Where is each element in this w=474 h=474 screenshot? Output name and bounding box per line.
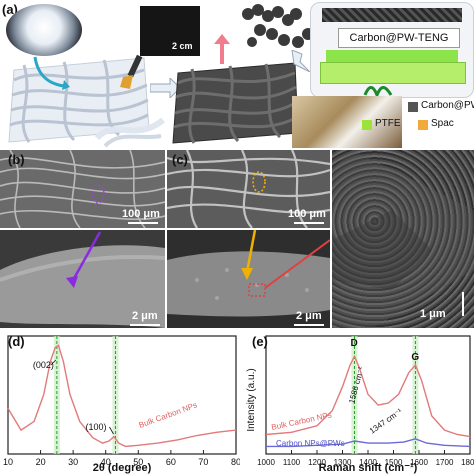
x-tick-label: 30	[68, 457, 78, 467]
scale-bar	[130, 324, 160, 326]
peak-pointer	[109, 426, 114, 435]
peak-letter: G	[411, 352, 419, 363]
peak-label: (100)	[85, 422, 106, 432]
raman-chart: 1000 1100 1200 1300 1400 1500 1600 1700 1800 Rama…	[246, 335, 474, 474]
series-label: Carbon NPs@PWs	[276, 439, 345, 448]
legend-label: Carbon@PW	[421, 100, 474, 111]
series-label: Bulk Carbon NPs	[138, 400, 199, 429]
fiber-strands	[95, 117, 165, 148]
scale-bar-label: 2 cm	[172, 41, 193, 51]
spring-icon	[363, 86, 393, 97]
sem-b-bottom	[0, 230, 165, 328]
x-tick-label: 1500	[385, 458, 403, 467]
scale-bar	[294, 324, 324, 326]
peak-band	[53, 336, 60, 454]
x-tick-label: 1800	[461, 458, 474, 467]
x-tick-label: 10	[3, 457, 13, 467]
x-tick-label: 1000	[257, 458, 275, 467]
sem-c-highmag	[332, 150, 474, 328]
sem-c-bottom	[167, 230, 330, 328]
teng-spacer	[326, 50, 458, 62]
arrow-icon	[150, 78, 180, 98]
x-axis-label: 2θ (degree)	[93, 462, 152, 474]
scale-bar-label: 1 μm	[420, 308, 446, 320]
arrow-icon	[214, 34, 230, 64]
legend-item: Spac	[418, 118, 474, 132]
scale-bar	[462, 292, 464, 316]
peak-label: (002)	[33, 360, 54, 370]
scale-bar-label: 100 μm	[288, 208, 326, 220]
x-tick-label: 80	[231, 457, 240, 467]
peak-pointer	[50, 359, 57, 366]
legend-swatch	[408, 102, 418, 112]
x-tick-label: 1300	[334, 458, 352, 467]
series-line	[265, 354, 471, 438]
x-tick-label: 70	[198, 457, 208, 467]
peak-band	[351, 336, 358, 454]
peak-annotation: 1586 cm⁻¹	[347, 366, 366, 405]
scale-bar-label: 2 μm	[132, 310, 158, 322]
x-tick-label: 40	[101, 457, 111, 467]
sem-c-top	[167, 150, 330, 228]
legend-label: Spac	[431, 118, 454, 129]
legend-item: Carbon@PW	[408, 100, 474, 114]
x-tick-label: 20	[36, 457, 46, 467]
series-label: Bulk Carbon NPs	[271, 410, 333, 432]
scale-bar-label: 2 μm	[296, 310, 322, 322]
peak-band	[112, 336, 119, 454]
peak-band	[412, 336, 419, 454]
legend-label: PTFE	[375, 118, 401, 129]
arrow-icon	[291, 50, 310, 72]
series-line	[7, 344, 237, 448]
teng-bottom-layer	[320, 62, 466, 84]
y-axis-label: Intensity (a.u.)	[246, 368, 257, 431]
panel-c-label: (c)	[172, 152, 188, 167]
panel-b-label: (b)	[8, 152, 25, 167]
panel-d-label: (d)	[8, 334, 25, 349]
x-axis-label: Raman shift (cm⁻¹)	[319, 462, 418, 474]
x-tick-label: 50	[133, 457, 143, 467]
peak-annotation: 1347 cm⁻¹	[368, 407, 404, 436]
x-tick-label: 1700	[436, 458, 454, 467]
paper-cups-photo	[292, 96, 402, 148]
peak-letter: D	[350, 338, 357, 349]
legend-swatch	[362, 120, 372, 130]
plot-frame	[7, 335, 237, 455]
teng-title: Carbon@PW-TENG	[338, 28, 460, 48]
carbon-pw-fiber-mat	[172, 62, 299, 144]
xrd-chart: 10 20 30 40 50 60 70 80 2θ (degree) (002) (100) Bul…	[3, 335, 240, 474]
cotton-photo	[6, 4, 82, 56]
panel-e-label: (e)	[252, 334, 268, 349]
series-line	[266, 438, 471, 448]
legend-swatch	[418, 120, 428, 130]
scale-bar	[128, 222, 158, 224]
x-tick-label: 1400	[359, 458, 377, 467]
sem-b-top	[0, 150, 165, 228]
scale-bar	[294, 222, 324, 224]
scale-bar-label: 100 μm	[122, 208, 160, 220]
panel-a: (a)	[0, 0, 474, 150]
legend-item: PTFE	[362, 118, 412, 132]
x-tick-label: 60	[166, 457, 176, 467]
x-tick-label: 1100	[283, 458, 301, 467]
black-fabric-photo	[140, 6, 200, 56]
teng-top-layer	[322, 8, 462, 22]
arrow-icon	[33, 56, 70, 90]
carbon-particles	[242, 4, 314, 48]
x-tick-label: 1200	[308, 458, 326, 467]
x-tick-label: 1600	[410, 458, 428, 467]
brush-icon	[120, 55, 143, 89]
